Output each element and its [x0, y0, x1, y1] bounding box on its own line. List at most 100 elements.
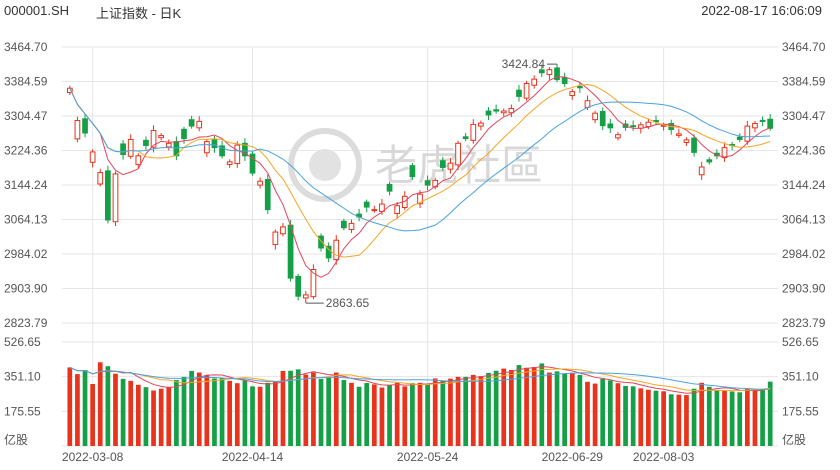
volume-tick-left: 175.55 — [4, 404, 41, 418]
volume-bar — [547, 372, 552, 446]
candle-body — [424, 180, 431, 186]
candle-body — [165, 142, 172, 148]
volume-bar — [402, 386, 408, 446]
volume-bar — [668, 394, 674, 446]
price-tick-right: 2984.02 — [782, 247, 826, 261]
volume-bar — [196, 372, 202, 446]
volume-bar — [151, 390, 156, 446]
volume-bar — [234, 383, 240, 446]
candle-body — [318, 235, 324, 249]
volume-bar — [113, 373, 118, 446]
volume-bar — [227, 380, 233, 446]
volume-bar — [501, 368, 507, 446]
volume-bar — [425, 384, 430, 446]
candle-body — [394, 205, 401, 215]
candle-body — [127, 138, 134, 157]
moving-average-lines — [69, 76, 771, 394]
volume-bar — [432, 378, 438, 446]
candle-body — [767, 118, 774, 129]
time-tick: 2022-05-24 — [397, 450, 459, 464]
volume-bar — [219, 377, 225, 446]
volume-bar — [486, 372, 491, 446]
candle-body — [280, 226, 286, 235]
volume-bar — [166, 386, 172, 446]
volume-bar — [684, 395, 689, 446]
high-label: 3424.84 — [502, 57, 546, 71]
candle-body — [181, 128, 187, 140]
candle-body — [691, 137, 697, 153]
candle-body — [97, 172, 104, 185]
price-tick-right: 3384.59 — [782, 74, 826, 88]
candle-body — [706, 159, 713, 163]
volume-bar — [744, 388, 750, 446]
price-tick-left: 2903.90 — [4, 282, 48, 296]
volume-bars — [67, 362, 773, 446]
volume-unit-right: 亿股 — [782, 432, 806, 447]
candle-body — [211, 139, 218, 149]
candle-body — [409, 165, 416, 177]
candle-body — [295, 275, 302, 297]
volume-bar — [470, 374, 476, 446]
volume-bar — [539, 363, 545, 446]
volume-bar — [143, 387, 149, 446]
volume-tick-right: 175.55 — [782, 404, 819, 418]
candle-body — [219, 145, 225, 157]
candle-body — [546, 69, 553, 75]
candle-body — [516, 89, 522, 97]
candle-body — [736, 136, 743, 140]
volume-bar — [82, 369, 88, 446]
ma10-line-volume — [69, 366, 771, 392]
time-tick: 2022-06-29 — [542, 450, 604, 464]
volume-bar — [760, 388, 765, 446]
high-low-annotations: 3424.84 2863.65 — [305, 57, 558, 310]
candle-body — [630, 125, 637, 128]
price-tick-right: 3064.13 — [782, 213, 826, 227]
volume-bar — [417, 382, 423, 446]
candle-body — [462, 136, 469, 140]
volume-unit-left: 亿股 — [4, 432, 28, 447]
volume-bar — [326, 377, 332, 446]
candle-body — [89, 151, 96, 163]
volume-axis: 526.65 526.65 351.10 351.10 175.55 175.55 亿股 亿股 — [4, 335, 819, 447]
volume-bar — [212, 378, 217, 446]
volume-bar — [661, 391, 666, 446]
time-tick: 2022-08-03 — [633, 450, 695, 464]
volume-tick-left: 526.65 — [4, 335, 41, 349]
volume-bar — [562, 373, 568, 446]
candle-body — [485, 110, 492, 116]
time-tick: 2022-04-14 — [222, 450, 284, 464]
candle-body — [158, 135, 165, 139]
candle-body — [615, 134, 621, 139]
candle-body — [523, 82, 530, 99]
candle-body — [82, 118, 88, 134]
candle-body — [379, 203, 385, 212]
candle-body — [752, 123, 758, 129]
candle-body — [287, 224, 294, 279]
candle-body — [417, 193, 423, 205]
volume-bar — [508, 369, 514, 446]
volume-bar — [478, 376, 484, 446]
price-tick-left: 3384.59 — [4, 74, 48, 88]
candle-body — [257, 180, 263, 186]
volume-bar — [638, 388, 644, 446]
candle-body — [592, 112, 598, 121]
candle-body — [112, 173, 119, 223]
volume-bar — [607, 380, 613, 446]
price-tick-left: 2984.02 — [4, 247, 48, 261]
volume-tick-right: 526.65 — [782, 335, 819, 349]
candle-body — [439, 160, 446, 168]
volume-bar — [737, 392, 743, 446]
candle-body — [302, 294, 309, 299]
chart-title: 上证指数 - 日K — [96, 6, 182, 21]
price-tick-left: 3064.13 — [4, 213, 48, 227]
ma5-line — [69, 76, 771, 278]
candle-body — [188, 119, 195, 127]
volume-bar — [516, 365, 522, 446]
candle-body — [143, 139, 149, 146]
candle-body — [759, 119, 766, 122]
candle-body — [531, 78, 538, 86]
candle-body — [74, 120, 81, 140]
candle-body — [135, 155, 142, 166]
volume-bar — [554, 371, 560, 446]
volume-bar — [371, 384, 377, 446]
